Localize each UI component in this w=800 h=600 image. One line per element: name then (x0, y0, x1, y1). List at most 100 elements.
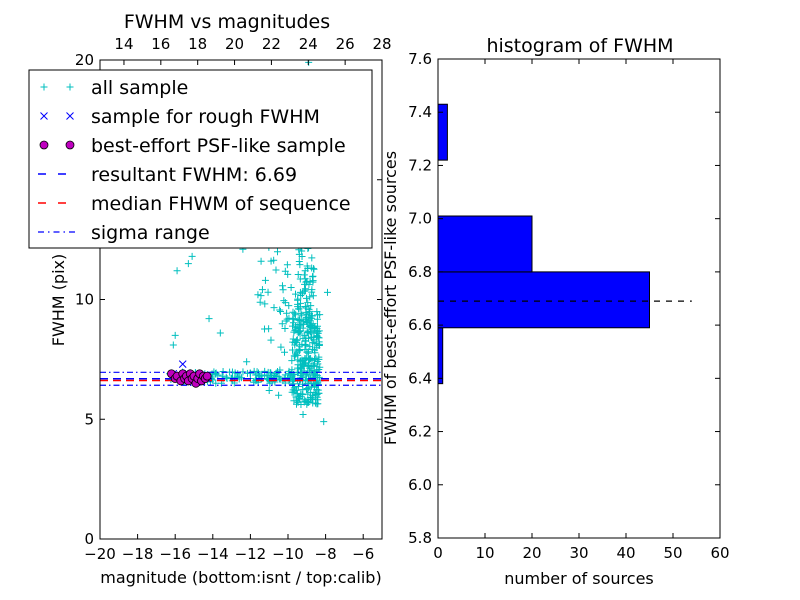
all-sample-point (299, 410, 307, 418)
all-sample-point (298, 253, 306, 261)
all-sample-point (267, 336, 275, 344)
scatter-y-tick-label: 0 (84, 530, 94, 548)
all-sample-point (256, 298, 264, 306)
legend-label: resultant FWHM: 6.69 (91, 164, 297, 186)
scatter-top-x-tick-label: 28 (372, 35, 391, 53)
scatter-legend: all sample sample for rough FWHM best-effo… (28, 69, 373, 249)
histogram-y-tick-label: 5.8 (408, 529, 432, 547)
all-sample-point (281, 348, 289, 356)
histogram-bar (437, 327, 444, 385)
all-sample-point (291, 352, 299, 360)
all-sample-point (254, 291, 262, 299)
histogram-x-tick-label: 50 (663, 544, 682, 562)
scatter-y-tick-label: 20 (75, 51, 94, 69)
all-sample-point (288, 370, 296, 378)
all-sample-point (270, 304, 278, 312)
all-sample-point (171, 331, 179, 339)
rough-sample-point (178, 360, 187, 369)
legend-marker-x (66, 112, 74, 120)
all-sample-point (294, 383, 302, 390)
all-sample-point (278, 320, 286, 328)
all-sample-point (302, 304, 310, 312)
all-sample-point (205, 315, 213, 323)
histogram-y-tick-label: 6.0 (408, 476, 432, 494)
all-sample-point (243, 358, 251, 366)
all-sample-point (292, 290, 300, 298)
scatter-y-label: FWHM (pix) (49, 254, 68, 347)
histogram-y-tick-label: 6.2 (408, 423, 432, 441)
all-sample-point (305, 313, 313, 321)
scatter-plot-area (100, 60, 382, 426)
all-sample-point (283, 315, 291, 323)
scatter-x-tick-label: −10 (272, 545, 304, 563)
legend-label: sigma range (91, 222, 210, 244)
all-sample-point (281, 324, 289, 332)
scatter-x-tick-label: −14 (197, 545, 229, 563)
scatter-top-x-tick-label: 22 (262, 35, 281, 53)
legend-marker-x (40, 112, 48, 120)
all-sample-point (309, 273, 317, 281)
all-sample-point (301, 355, 309, 363)
all-sample-point (272, 266, 280, 274)
histogram-x-label: number of sources (504, 569, 654, 588)
all-sample-point (302, 397, 310, 405)
all-sample-point (264, 288, 272, 296)
all-sample-point (254, 376, 262, 384)
scatter-x-tick-label: −18 (122, 545, 154, 563)
all-sample-point (250, 378, 258, 386)
all-sample-point (303, 277, 311, 285)
all-sample-point (283, 261, 291, 269)
all-sample-point (243, 369, 251, 377)
all-sample-point (288, 357, 296, 365)
scatter-top-x-tick-label: 16 (151, 35, 170, 53)
scatter-x-label: magnitude (bottom:isnt / top:calib) (100, 568, 381, 587)
all-sample-point (257, 292, 265, 300)
legend-label: sample for rough FWHM (91, 106, 320, 128)
all-sample-point (222, 373, 230, 381)
histogram-y-tick-label: 6.4 (408, 369, 432, 387)
histogram-y-tick-label: 7.2 (408, 156, 432, 174)
all-sample-point (281, 267, 289, 275)
all-sample-point (299, 386, 307, 394)
histogram-x-tick-label: 30 (569, 544, 588, 562)
all-sample-point (308, 286, 316, 294)
legend-entry: sigma range (38, 222, 210, 244)
legend-marker-plus (40, 83, 48, 91)
all-sample-point (294, 270, 302, 278)
legend-label: median FHWM of sequence (91, 193, 351, 215)
legend-entry: best-effort PSF-like sample (39, 135, 346, 157)
histogram-title: histogram of FWHM (486, 35, 673, 57)
scatter-top-x-tick-label: 24 (299, 35, 318, 53)
all-sample-point (310, 265, 318, 273)
all-sample-point (216, 329, 224, 337)
all-sample-point (303, 384, 311, 392)
all-sample-point (306, 356, 314, 364)
all-sample-point (276, 307, 284, 315)
scatter-x-tick-label: −8 (315, 545, 337, 563)
all-sample-point (301, 346, 309, 354)
histogram-x-tick-label: 60 (710, 544, 729, 562)
all-sample-point (173, 267, 181, 275)
histogram-x-tick-label: 40 (616, 544, 635, 562)
legend-marker-plus (66, 83, 74, 91)
all-sample-point (188, 252, 196, 260)
histogram-y-tick-label: 7.0 (408, 210, 432, 228)
all-sample-point (261, 276, 269, 284)
all-sample-point (261, 300, 269, 308)
all-sample-point (314, 322, 322, 330)
all-sample-point (294, 369, 302, 377)
all-sample-point (296, 288, 304, 296)
all-sample-point (290, 397, 298, 405)
all-sample-point (314, 360, 322, 368)
scatter-panel: FWHM vs magnitudes −20 −18 −16 −14 −12 −10 −8−… (28, 11, 392, 587)
all-sample-point (297, 299, 305, 307)
all-sample-point (312, 333, 320, 341)
all-sample-point (291, 311, 299, 319)
all-sample-point (313, 391, 321, 399)
all-sample-point (313, 400, 321, 408)
all-sample-point (292, 325, 300, 333)
histogram-y-label: FWHM of best-effort PSF-like sources (381, 151, 400, 445)
all-sample-point (296, 330, 304, 338)
all-sample-point (278, 282, 286, 290)
all-sample-point (305, 355, 313, 363)
